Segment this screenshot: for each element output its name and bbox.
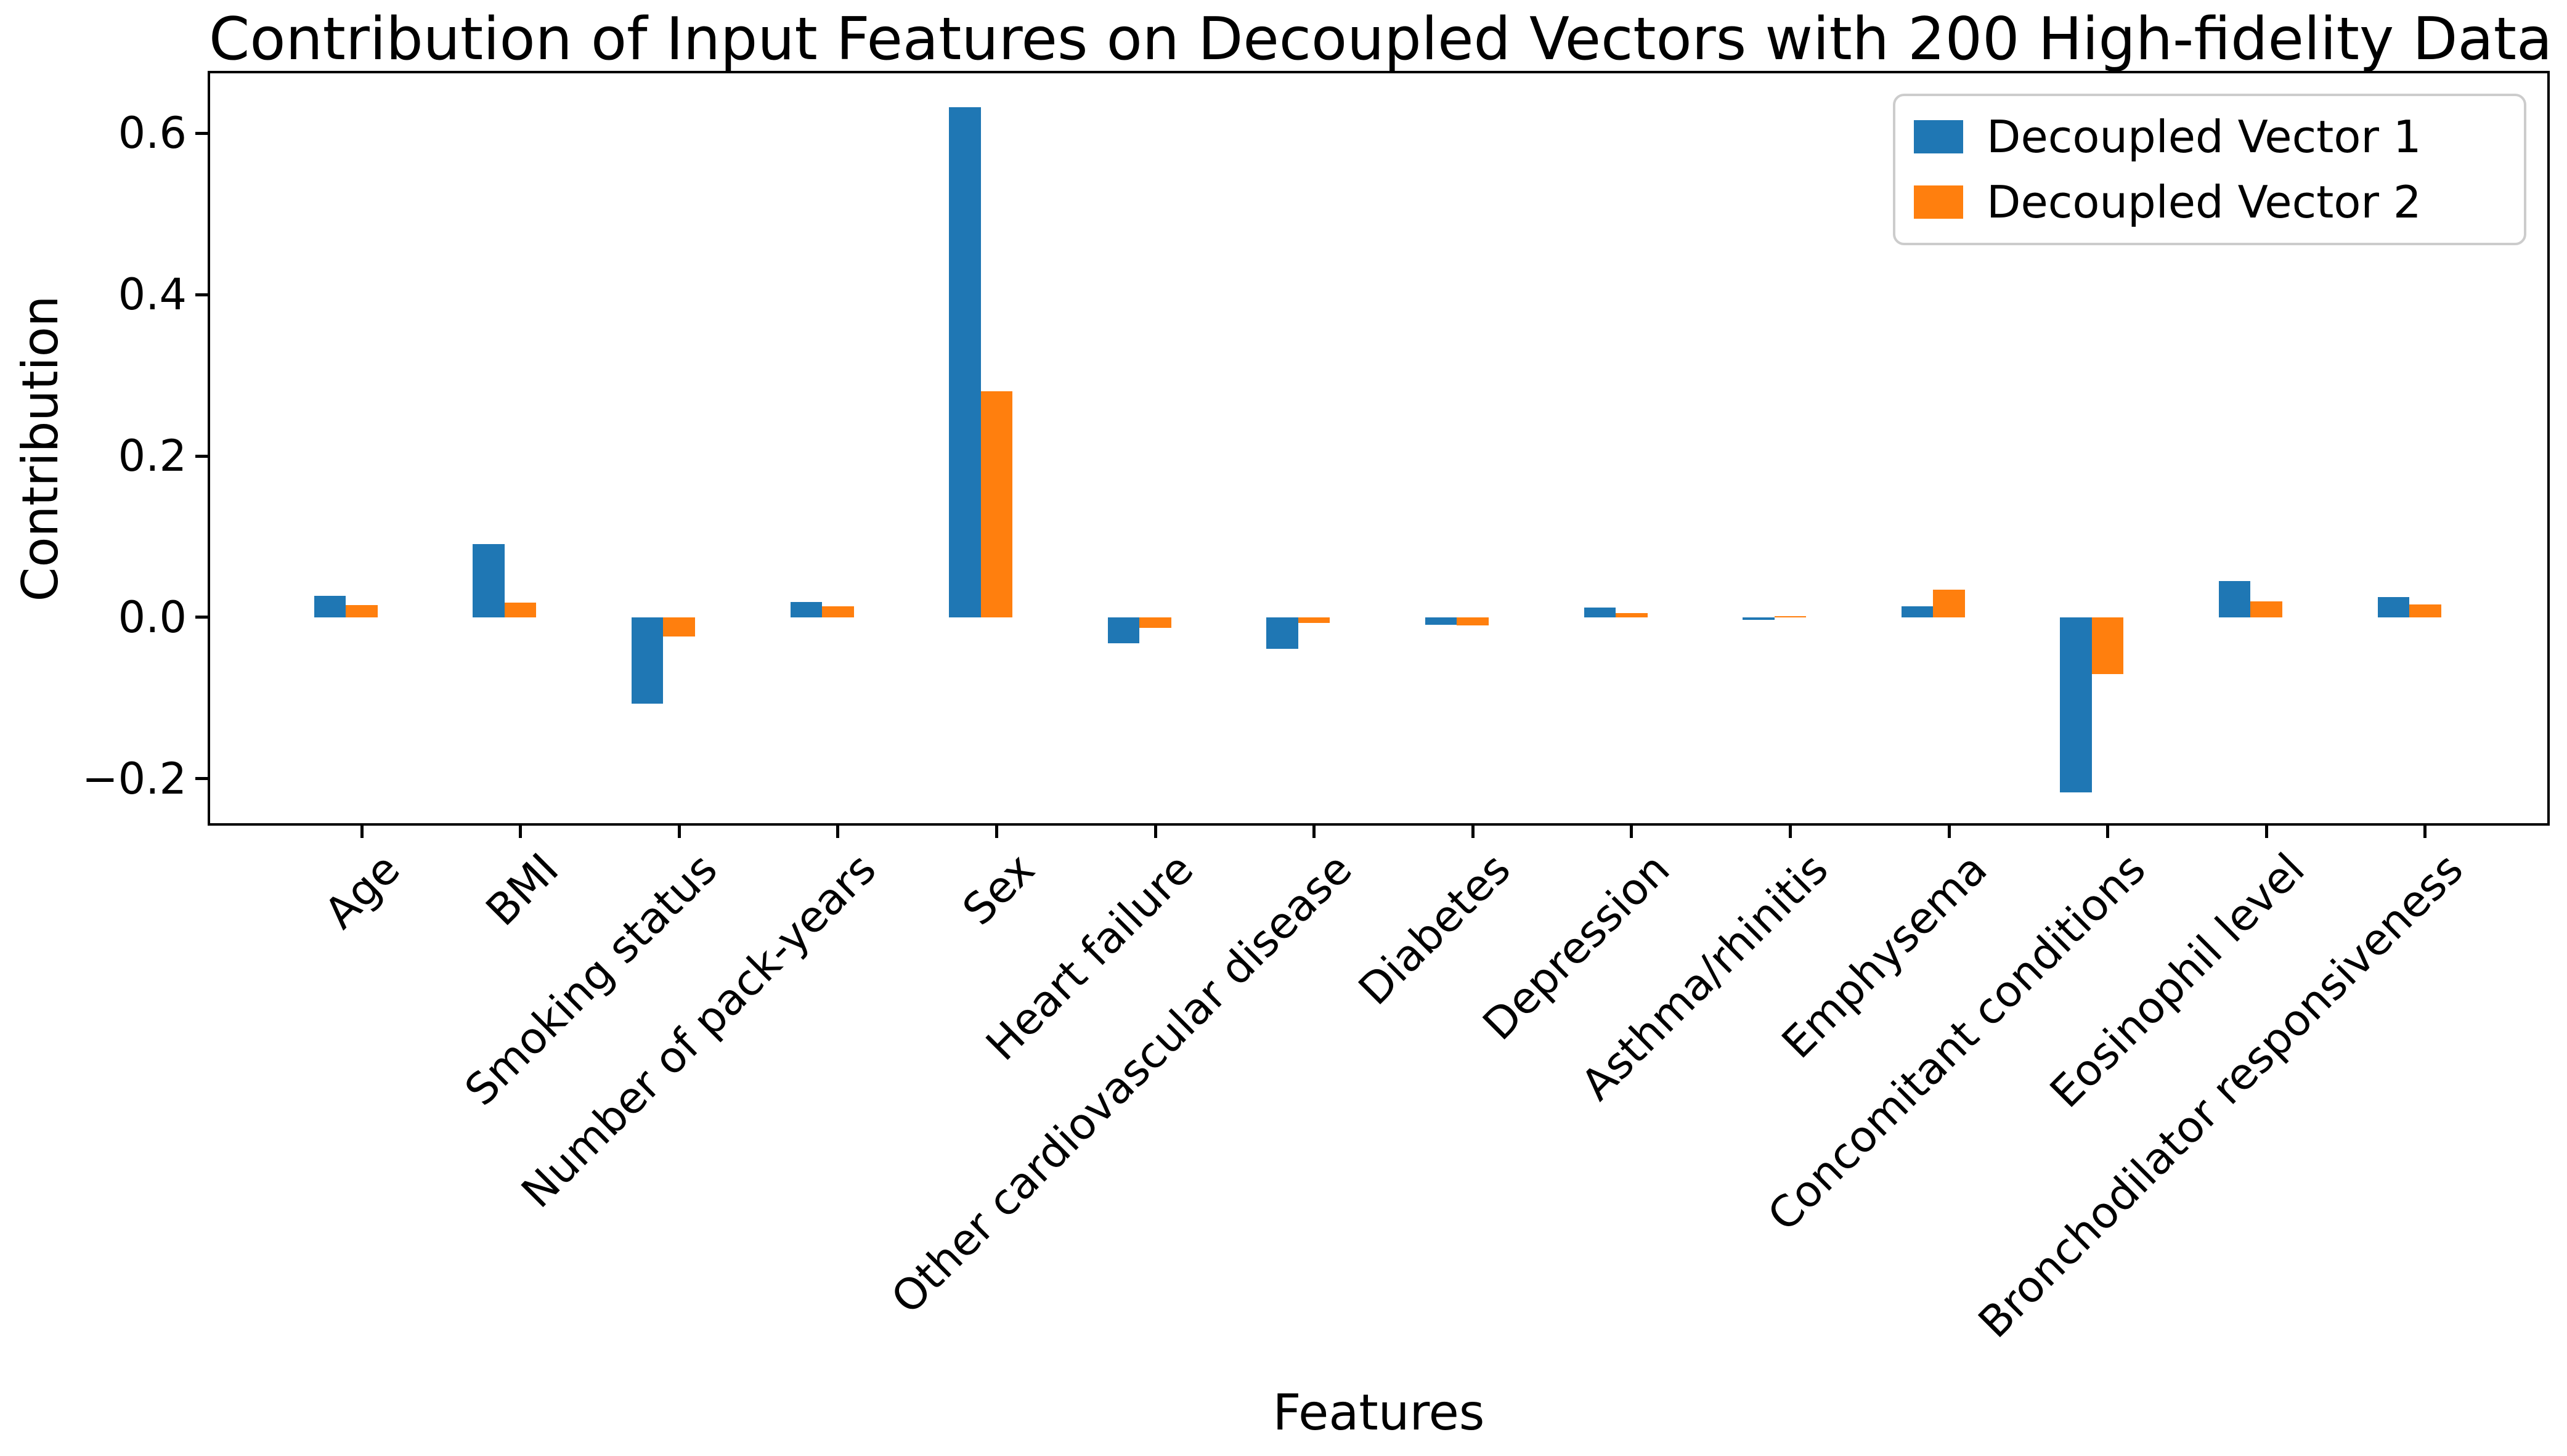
legend-swatch-decoupled-vector-2 — [1914, 185, 1963, 219]
bar-decoupled-vector-1-eosinophil-level — [2218, 581, 2251, 617]
bar-decoupled-vector-2-diabetes — [1457, 617, 1489, 626]
x-tick-label-age: Age — [314, 844, 410, 938]
y-tick-label: 0.2 — [118, 431, 187, 481]
bar-decoupled-vector-1-smoking-status — [631, 617, 664, 704]
bar-decoupled-vector-2-smoking-status — [663, 617, 695, 637]
x-tick-mark — [2106, 824, 2110, 838]
bar-decoupled-vector-1-bronchodilator-responsiveness — [2377, 597, 2409, 617]
bar-decoupled-vector-1-depression — [1584, 608, 1616, 617]
legend-swatch-decoupled-vector-1 — [1914, 120, 1963, 153]
x-tick-mark — [1788, 824, 1792, 838]
chart-title: Contribution of Input Features on Decoup… — [209, 6, 2553, 73]
x-tick-mark — [677, 824, 681, 838]
legend-item-decoupled-vector-2: Decoupled Vector 2 — [1914, 180, 2505, 224]
bar-decoupled-vector-2-emphysema — [1933, 590, 1965, 617]
legend-label-decoupled-vector-2: Decoupled Vector 2 — [1987, 176, 2422, 228]
y-tick-label: 0.6 — [118, 108, 187, 159]
x-tick-mark — [995, 824, 998, 838]
x-tick-label-bmi: BMI — [476, 844, 568, 936]
x-tick-label-sex: Sex — [953, 844, 1044, 935]
bar-decoupled-vector-2-other-cardiovascular-disease — [1298, 617, 1330, 624]
x-tick-mark — [1153, 824, 1157, 838]
bar-decoupled-vector-2-bronchodilator-responsiveness — [2409, 604, 2441, 617]
bar-decoupled-vector-2-depression — [1616, 613, 1648, 617]
x-tick-mark — [2264, 824, 2268, 838]
bar-decoupled-vector-1-diabetes — [1425, 617, 1457, 625]
bar-decoupled-vector-2-heart-failure — [1139, 617, 1171, 628]
x-tick-mark — [1471, 824, 1475, 838]
bar-decoupled-vector-1-other-cardiovascular-disease — [1266, 617, 1298, 649]
bar-decoupled-vector-1-sex — [949, 107, 981, 617]
x-axis-label: Features — [1272, 1384, 1485, 1441]
x-tick-mark — [519, 824, 523, 838]
y-tick-mark — [195, 454, 209, 458]
x-tick-mark — [1630, 824, 1633, 838]
x-tick-mark — [360, 824, 364, 838]
bar-decoupled-vector-1-bmi — [473, 543, 505, 617]
bar-decoupled-vector-1-concomitant-conditions — [2060, 617, 2092, 793]
y-tick-mark — [195, 293, 209, 296]
x-tick-label-diabetes: Diabetes — [1349, 844, 1521, 1015]
bar-decoupled-vector-2-bmi — [504, 603, 537, 617]
bar-decoupled-vector-2-age — [346, 605, 378, 617]
bar-decoupled-vector-1-age — [314, 595, 346, 617]
legend: Decoupled Vector 1 Decoupled Vector 2 — [1893, 94, 2526, 245]
y-tick-mark — [195, 131, 209, 135]
y-tick-label: 0.0 — [118, 592, 187, 643]
bar-decoupled-vector-1-asthma-rhinitis — [1743, 617, 1775, 620]
legend-item-decoupled-vector-1: Decoupled Vector 1 — [1914, 115, 2505, 159]
bar-decoupled-vector-1-number-of-pack-years — [790, 602, 822, 617]
x-tick-mark — [836, 824, 840, 838]
y-tick-label: 0.4 — [118, 269, 187, 320]
bar-decoupled-vector-1-emphysema — [1901, 606, 1934, 617]
x-tick-mark — [1947, 824, 1951, 838]
x-tick-mark — [2423, 824, 2427, 838]
x-tick-mark — [1312, 824, 1316, 838]
bar-decoupled-vector-2-concomitant-conditions — [2091, 617, 2124, 674]
bar-decoupled-vector-2-number-of-pack-years — [822, 606, 854, 617]
bar-decoupled-vector-2-asthma-rhinitis — [1774, 616, 1807, 617]
bar-decoupled-vector-2-sex — [980, 391, 1013, 617]
bar-decoupled-vector-1-heart-failure — [1107, 617, 1140, 643]
bar-decoupled-vector-2-eosinophil-level — [2250, 601, 2282, 617]
y-tick-mark — [195, 616, 209, 619]
y-tick-mark — [195, 777, 209, 781]
legend-label-decoupled-vector-1: Decoupled Vector 1 — [1987, 111, 2422, 163]
y-tick-label: −0.2 — [82, 753, 187, 804]
